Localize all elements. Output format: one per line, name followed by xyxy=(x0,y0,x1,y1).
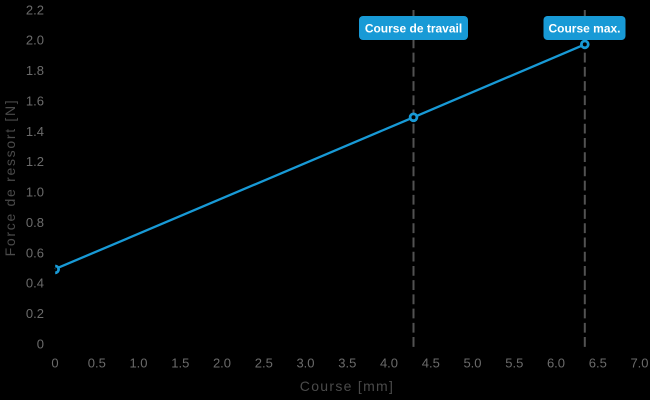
svg-text:1.0: 1.0 xyxy=(26,185,44,200)
svg-text:0.2: 0.2 xyxy=(26,306,44,321)
svg-text:Course max.: Course max. xyxy=(548,21,620,35)
svg-text:3.0: 3.0 xyxy=(296,355,314,370)
svg-text:0.5: 0.5 xyxy=(88,355,106,370)
svg-text:1.4: 1.4 xyxy=(26,124,44,139)
svg-text:4.5: 4.5 xyxy=(422,355,440,370)
svg-text:3.5: 3.5 xyxy=(338,355,356,370)
svg-text:2.2: 2.2 xyxy=(26,2,44,17)
svg-text:6.5: 6.5 xyxy=(589,355,607,370)
svg-text:0.8: 0.8 xyxy=(26,215,44,230)
svg-text:Course de travail: Course de travail xyxy=(365,21,462,35)
svg-text:2.0: 2.0 xyxy=(26,33,44,48)
svg-text:0: 0 xyxy=(51,355,58,370)
svg-text:0.4: 0.4 xyxy=(26,276,44,291)
svg-text:6.0: 6.0 xyxy=(547,355,565,370)
svg-text:Force de ressort [N]: Force de ressort [N] xyxy=(2,99,18,257)
svg-text:5.0: 5.0 xyxy=(463,355,481,370)
svg-text:1.2: 1.2 xyxy=(26,154,44,169)
svg-text:5.5: 5.5 xyxy=(505,355,523,370)
svg-text:1.5: 1.5 xyxy=(171,355,189,370)
svg-text:2.5: 2.5 xyxy=(255,355,273,370)
svg-text:1.6: 1.6 xyxy=(26,93,44,108)
svg-text:1.0: 1.0 xyxy=(129,355,147,370)
svg-text:0.6: 0.6 xyxy=(26,245,44,260)
svg-text:4.0: 4.0 xyxy=(380,355,398,370)
svg-text:Course [mm]: Course [mm] xyxy=(300,378,394,394)
svg-text:2.0: 2.0 xyxy=(213,355,231,370)
svg-text:1.8: 1.8 xyxy=(26,63,44,78)
svg-text:0: 0 xyxy=(37,337,44,352)
svg-text:7.0: 7.0 xyxy=(630,355,648,370)
